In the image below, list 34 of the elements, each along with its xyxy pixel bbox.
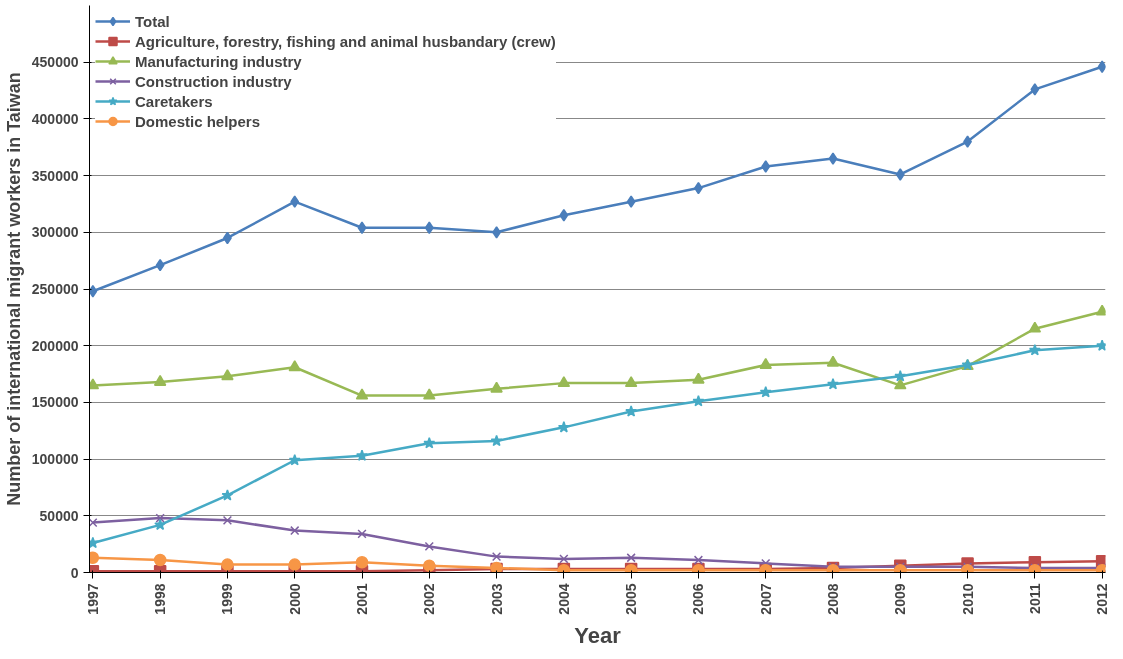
x-tick-label: 1998: [152, 583, 169, 615]
x-tick-label: 2006: [690, 583, 707, 615]
x-tick-label: 2010: [959, 583, 976, 615]
legend-label: Agriculture, forestry, fishing and animal husbandary (crew): [135, 32, 556, 50]
x-tick-label: 2009: [892, 583, 909, 615]
y-tick-label: 50000: [39, 507, 79, 524]
x-tick-label: 2007: [757, 583, 774, 615]
y-tick-label: 0: [70, 564, 79, 581]
y-tick-label: 200000: [31, 337, 79, 354]
x-tick-label: 2004: [555, 583, 572, 615]
x-tick-label: 2011: [1026, 583, 1043, 614]
x-tick-label: 2008: [825, 583, 841, 615]
legend-label: Domestic helpers: [135, 112, 261, 130]
x-tick-label: 2003: [488, 583, 505, 615]
x-tick-label: 2002: [421, 583, 438, 615]
y-tick-label: 350000: [31, 167, 79, 184]
legend-label: Construction industry: [135, 72, 292, 90]
y-tick-label: 450000: [31, 54, 79, 71]
x-axis-title: Year: [574, 622, 622, 648]
legend-label: Caretakers: [135, 92, 213, 110]
x-tick-label: 2012: [1094, 583, 1111, 615]
legend-label: Total: [135, 12, 170, 30]
y-tick-label: 300000: [31, 224, 79, 241]
x-tick-label: 2000: [286, 583, 303, 615]
legend-label: Manufacturing industry: [135, 52, 302, 70]
x-tick-label: 2005: [623, 583, 640, 615]
y-tick-label: 250000: [31, 281, 79, 297]
y-axis-title: Number of international migrant workers in Taiwan: [3, 72, 24, 506]
y-tick-label: 100000: [31, 451, 79, 468]
x-tick-label: 1999: [219, 583, 236, 615]
x-tick-label: 2001: [354, 583, 370, 615]
x-tick-label: 1997: [84, 583, 101, 615]
y-tick-label: 150000: [31, 394, 79, 411]
y-tick-label: 400000: [31, 110, 79, 127]
